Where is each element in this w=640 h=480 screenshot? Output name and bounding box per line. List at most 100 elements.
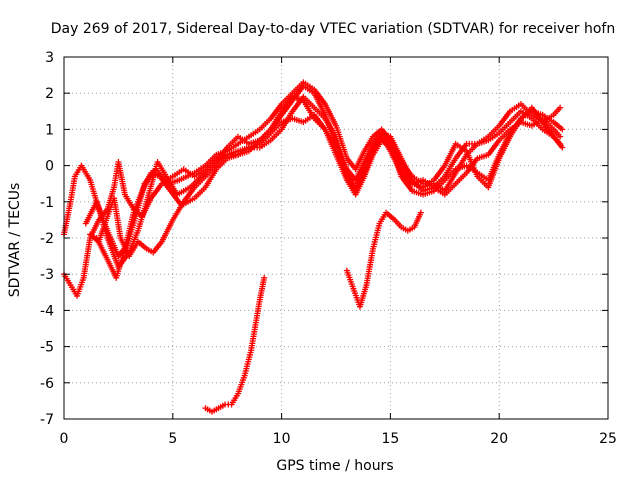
y-tick-label: -7	[40, 412, 54, 428]
trace-markers	[333, 135, 350, 171]
x-tick-label: 5	[168, 431, 177, 447]
trace-markers	[226, 142, 239, 153]
trace-markers	[131, 190, 145, 214]
trace-markers	[443, 171, 458, 192]
y-tick-label: 2	[45, 86, 54, 102]
trace-markers	[178, 170, 196, 183]
trace-markers	[237, 135, 250, 146]
trace-markers	[269, 120, 283, 135]
trace-markers	[188, 171, 207, 189]
trace-markers	[258, 131, 272, 146]
trace-markers	[541, 120, 556, 138]
ticks: 0 5 10 15 20 25 -7 -6 -5 -4 -3 -2 -1 0 1 2 3	[40, 50, 617, 447]
trace-markers	[497, 110, 512, 127]
trace-markers	[486, 157, 502, 189]
trace-markers	[465, 142, 479, 156]
data-point	[261, 274, 268, 281]
x-tick-label: 25	[599, 431, 617, 447]
trace-markers	[269, 128, 283, 142]
trace-markers	[171, 200, 186, 221]
trace-markers	[204, 157, 218, 171]
trace-markers	[113, 248, 128, 279]
trace-markers	[204, 406, 213, 414]
trace-markers	[384, 211, 397, 222]
trace-markers	[302, 113, 316, 124]
trace-markers	[215, 153, 229, 167]
trace-markers	[269, 102, 284, 120]
trace-markers	[248, 127, 261, 139]
y-tick-label: -1	[40, 195, 54, 211]
data-point	[559, 144, 566, 151]
trace-markers	[217, 402, 226, 410]
trace-markers	[476, 171, 490, 182]
trace-markers	[136, 240, 148, 251]
trace-markers	[105, 229, 121, 257]
trace-markers	[171, 167, 185, 179]
trace-markers	[279, 95, 295, 113]
y-tick-label: -2	[40, 231, 54, 247]
trace-markers	[313, 106, 327, 120]
trace-markers	[155, 161, 169, 178]
trace-markers	[399, 160, 414, 178]
trace-markers	[433, 182, 446, 193]
trace-markers	[105, 237, 121, 268]
trace-markers	[111, 197, 124, 239]
trace-markers	[226, 135, 240, 149]
trace-markers	[552, 135, 564, 149]
trace-markers	[476, 135, 490, 146]
x-tick-label: 20	[490, 431, 508, 447]
trace-markers	[257, 276, 267, 301]
trace-markers	[211, 406, 220, 414]
trace-markers	[333, 146, 350, 178]
trace-markers	[412, 211, 423, 229]
trace-markers	[362, 150, 376, 174]
trace-markers	[302, 80, 316, 92]
trace-markers	[333, 124, 350, 160]
trace-markers	[370, 222, 382, 250]
trace-markers	[242, 349, 254, 377]
trace-markers	[235, 374, 247, 395]
y-tick-label: -3	[40, 267, 54, 283]
trace-markers	[508, 110, 523, 124]
trace-markers	[454, 171, 468, 185]
series-low-arc-1	[202, 274, 268, 415]
x-tick-label: 0	[60, 431, 69, 447]
trace-markers	[193, 167, 207, 179]
trace-markers	[353, 160, 367, 182]
trace-markers	[344, 269, 356, 290]
trace-markers	[323, 103, 339, 127]
trace-markers	[215, 157, 229, 171]
trace-markers	[290, 95, 305, 113]
trace-markers	[432, 164, 447, 182]
trace-markers	[442, 142, 458, 167]
trace-markers	[88, 232, 101, 244]
trace-markers	[280, 92, 294, 106]
trace-markers	[379, 135, 393, 153]
trace-markers	[541, 113, 555, 124]
trace-markers	[204, 164, 218, 178]
trace-markers	[411, 177, 424, 186]
trace-markers	[226, 148, 239, 158]
trace-markers	[149, 182, 164, 200]
trace-markers	[124, 215, 139, 247]
trace-markers	[268, 110, 284, 131]
trace-markers	[182, 186, 197, 203]
trace-markers	[145, 247, 155, 255]
trace-markers	[279, 110, 295, 131]
trace-markers	[74, 277, 86, 297]
y-tick-label: -5	[40, 340, 54, 356]
trace-markers	[509, 102, 522, 113]
y-tick-label: 0	[45, 159, 54, 175]
trace-markers	[531, 116, 544, 128]
trace-markers	[312, 92, 328, 116]
trace-markers	[465, 164, 479, 175]
trace-markers	[193, 175, 207, 189]
trace-markers	[487, 124, 501, 138]
trace-markers	[422, 188, 435, 197]
trace-markers	[411, 188, 424, 197]
trace-markers	[487, 131, 501, 142]
trace-markers	[291, 81, 305, 95]
trace-markers	[204, 160, 218, 175]
y-tick-label: -6	[40, 376, 54, 392]
